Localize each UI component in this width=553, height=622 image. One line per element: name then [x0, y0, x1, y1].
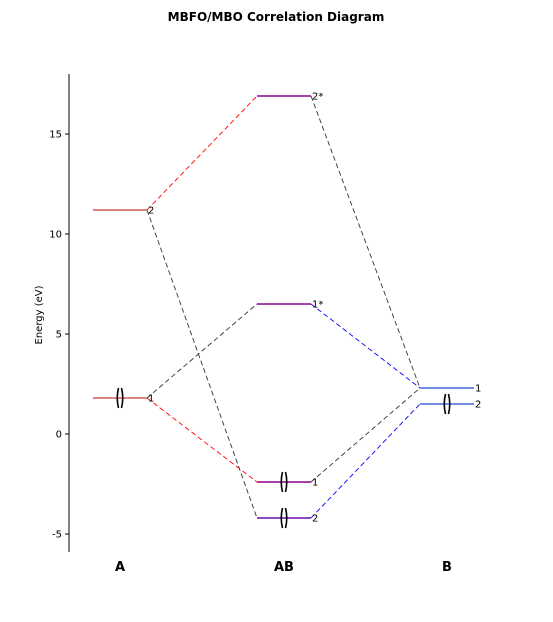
energy-level-label: 2*	[312, 92, 323, 103]
energy-level-label: 1	[475, 384, 481, 395]
connection-line	[146, 95, 258, 211]
column-label: AB	[274, 560, 294, 575]
energy-level: 2	[420, 393, 481, 415]
connection-lines	[146, 95, 421, 519]
electron-up-icon	[280, 507, 284, 529]
energy-level-label: 1	[148, 394, 154, 405]
column-label: B	[442, 560, 452, 575]
energy-level: 2*	[257, 92, 323, 103]
energy-levels: 1 2 2 1 1* 2* 2 1	[93, 92, 481, 529]
connection-line	[146, 303, 258, 399]
energy-level-label: 2	[148, 206, 154, 217]
y-ticks: -5 0 5 10 15	[49, 130, 69, 541]
y-tick-label: 5	[56, 330, 62, 341]
connection-line	[310, 95, 421, 389]
energy-level: 1	[93, 387, 154, 409]
energy-level: 1	[420, 384, 481, 395]
y-tick-label: 10	[49, 230, 62, 241]
energy-level: 1*	[257, 300, 323, 311]
electron-up-icon	[280, 471, 284, 493]
chart-title: MBFO/MBO Correlation Diagram	[168, 10, 385, 24]
column-labels: A AB B	[115, 560, 452, 575]
connection-line	[310, 403, 421, 519]
y-tick-label: -5	[52, 530, 62, 541]
column-label: A	[115, 560, 125, 575]
electron-pair-icon	[443, 393, 451, 415]
energy-level-label: 1	[312, 478, 318, 489]
energy-level-label: 2	[312, 514, 318, 525]
electron-down-icon	[120, 387, 124, 409]
electron-pair-icon	[280, 507, 288, 529]
electron-up-icon	[116, 387, 120, 409]
energy-level-label: 1*	[312, 300, 323, 311]
energy-level: 1	[257, 471, 318, 493]
energy-level: 2	[257, 507, 318, 529]
y-tick-label: 15	[49, 130, 62, 141]
electron-down-icon	[284, 507, 288, 529]
electron-pair-icon	[116, 387, 124, 409]
y-axis-label: Energy (eV)	[34, 285, 45, 344]
energy-level: 2	[93, 206, 154, 217]
y-tick-label: 0	[56, 430, 62, 441]
energy-level-label: 2	[475, 400, 481, 411]
electron-down-icon	[447, 393, 451, 415]
electron-down-icon	[284, 471, 288, 493]
connection-line	[146, 397, 258, 483]
electron-pair-icon	[280, 471, 288, 493]
connection-line	[310, 387, 421, 483]
connection-line	[310, 303, 421, 389]
connection-line	[146, 209, 258, 519]
electron-up-icon	[443, 393, 447, 415]
